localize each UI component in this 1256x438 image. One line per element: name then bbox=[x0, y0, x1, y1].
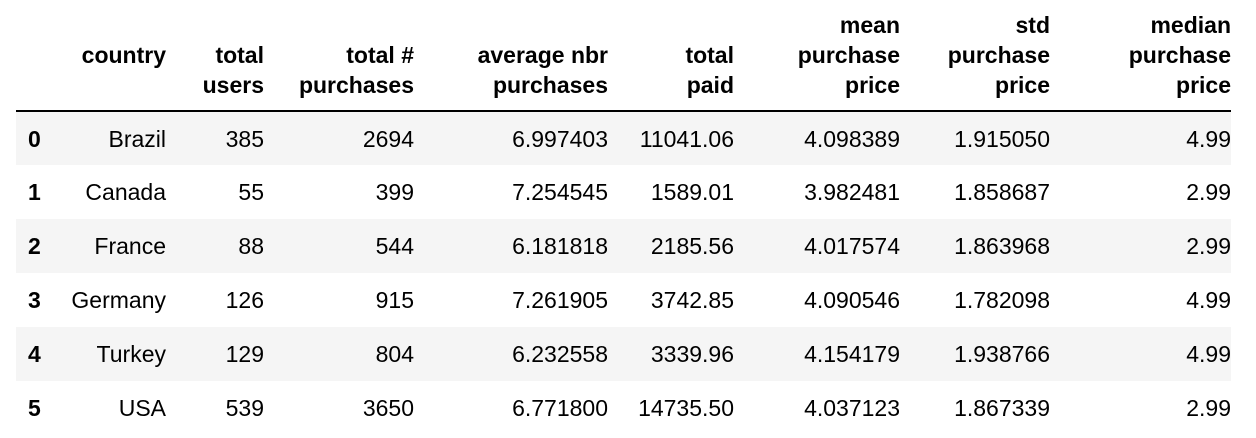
cell-total-purchases: 2694 bbox=[264, 111, 414, 165]
header-line: average nbr bbox=[477, 42, 608, 68]
cell-total-paid: 11041.06 bbox=[608, 111, 734, 165]
row-index: 3 bbox=[16, 273, 56, 327]
row-index: 0 bbox=[16, 111, 56, 165]
cell-mean-price: 4.037123 bbox=[734, 381, 900, 435]
cell-average-purchases: 6.771800 bbox=[414, 381, 608, 435]
cell-mean-price: 4.090546 bbox=[734, 273, 900, 327]
row-index: 4 bbox=[16, 327, 56, 381]
header-line: paid bbox=[686, 72, 734, 98]
col-header-std-price: std purchase price bbox=[900, 0, 1051, 112]
cell-median-price: 4.99 bbox=[1050, 111, 1231, 165]
cell-mean-price: 4.017574 bbox=[734, 219, 900, 273]
dataframe-table: country total users total # purchases av… bbox=[16, 0, 1231, 435]
header-line: std bbox=[1015, 12, 1051, 38]
table-row: 3 Germany 126 915 7.261905 3742.85 4.090… bbox=[16, 273, 1231, 327]
header-line: total # bbox=[346, 42, 414, 68]
cell-total-users: 129 bbox=[166, 327, 264, 381]
cell-average-purchases: 6.232558 bbox=[414, 327, 608, 381]
col-header-total-purchases: total # purchases bbox=[264, 0, 414, 112]
cell-total-paid: 3339.96 bbox=[608, 327, 734, 381]
col-header-average-purchases: average nbr purchases bbox=[414, 0, 608, 112]
cell-median-price: 2.99 bbox=[1050, 165, 1231, 219]
index-header bbox=[16, 0, 56, 112]
header-line: country bbox=[81, 42, 166, 68]
cell-std-price: 1.782098 bbox=[900, 273, 1050, 327]
cell-total-purchases: 399 bbox=[264, 165, 414, 219]
cell-mean-price: 4.154179 bbox=[734, 327, 900, 381]
header-line: total bbox=[215, 42, 264, 68]
table-row: 5 USA 539 3650 6.771800 14735.50 4.03712… bbox=[16, 381, 1231, 435]
cell-total-purchases: 544 bbox=[264, 219, 414, 273]
col-header-total-users: total users bbox=[166, 0, 264, 112]
cell-median-price: 4.99 bbox=[1050, 273, 1231, 327]
cell-country: Germany bbox=[56, 273, 166, 327]
header-line: users bbox=[202, 72, 264, 98]
cell-total-paid: 3742.85 bbox=[608, 273, 734, 327]
table-row: 1 Canada 55 399 7.254545 1589.01 3.98248… bbox=[16, 165, 1231, 219]
cell-median-price: 2.99 bbox=[1050, 219, 1231, 273]
table-header: country total users total # purchases av… bbox=[16, 0, 1231, 112]
cell-total-users: 126 bbox=[166, 273, 264, 327]
cell-total-purchases: 915 bbox=[264, 273, 414, 327]
cell-std-price: 1.858687 bbox=[900, 165, 1050, 219]
cell-total-users: 539 bbox=[166, 381, 264, 435]
header-row: country total users total # purchases av… bbox=[16, 0, 1231, 112]
cell-average-purchases: 6.997403 bbox=[414, 111, 608, 165]
row-index: 1 bbox=[16, 165, 56, 219]
cell-median-price: 4.99 bbox=[1050, 327, 1231, 381]
header-line: median bbox=[1150, 12, 1231, 38]
cell-total-purchases: 3650 bbox=[264, 381, 414, 435]
cell-total-paid: 1589.01 bbox=[608, 165, 734, 219]
header-line: mean bbox=[839, 12, 900, 38]
cell-std-price: 1.938766 bbox=[900, 327, 1050, 381]
cell-std-price: 1.915050 bbox=[900, 111, 1050, 165]
cell-std-price: 1.863968 bbox=[900, 219, 1050, 273]
col-header-country: country bbox=[56, 0, 166, 112]
cell-total-users: 55 bbox=[166, 165, 264, 219]
cell-average-purchases: 7.254545 bbox=[414, 165, 608, 219]
cell-country: Canada bbox=[56, 165, 166, 219]
header-line: purchases bbox=[492, 72, 608, 98]
cell-total-paid: 14735.50 bbox=[608, 381, 734, 435]
table-body: 0 Brazil 385 2694 6.997403 11041.06 4.09… bbox=[16, 111, 1231, 435]
cell-total-users: 88 bbox=[166, 219, 264, 273]
col-header-median-price: median purchase price bbox=[1050, 0, 1231, 112]
cell-mean-price: 3.982481 bbox=[734, 165, 900, 219]
header-line: purchase bbox=[797, 42, 900, 68]
row-index: 2 bbox=[16, 219, 56, 273]
col-header-total-paid: total paid bbox=[608, 0, 734, 112]
header-line: price bbox=[995, 72, 1050, 98]
header-line: total bbox=[685, 42, 734, 68]
cell-average-purchases: 6.181818 bbox=[414, 219, 608, 273]
cell-average-purchases: 7.261905 bbox=[414, 273, 608, 327]
table-row: 4 Turkey 129 804 6.232558 3339.96 4.1541… bbox=[16, 327, 1231, 381]
cell-std-price: 1.867339 bbox=[900, 381, 1050, 435]
cell-mean-price: 4.098389 bbox=[734, 111, 900, 165]
cell-median-price: 2.99 bbox=[1050, 381, 1231, 435]
table-row: 0 Brazil 385 2694 6.997403 11041.06 4.09… bbox=[16, 111, 1231, 165]
cell-country: France bbox=[56, 219, 166, 273]
header-line: purchases bbox=[298, 72, 414, 98]
cell-total-users: 385 bbox=[166, 111, 264, 165]
col-header-mean-price: mean purchase price bbox=[734, 0, 900, 112]
cell-country: USA bbox=[56, 381, 166, 435]
header-line: price bbox=[845, 72, 900, 98]
cell-total-purchases: 804 bbox=[264, 327, 414, 381]
header-line: price bbox=[1176, 72, 1231, 98]
cell-country: Brazil bbox=[56, 111, 166, 165]
row-index: 5 bbox=[16, 381, 56, 435]
table-row: 2 France 88 544 6.181818 2185.56 4.01757… bbox=[16, 219, 1231, 273]
cell-country: Turkey bbox=[56, 327, 166, 381]
header-line: purchase bbox=[947, 42, 1050, 68]
cell-total-paid: 2185.56 bbox=[608, 219, 734, 273]
header-line: purchase bbox=[1128, 42, 1231, 68]
